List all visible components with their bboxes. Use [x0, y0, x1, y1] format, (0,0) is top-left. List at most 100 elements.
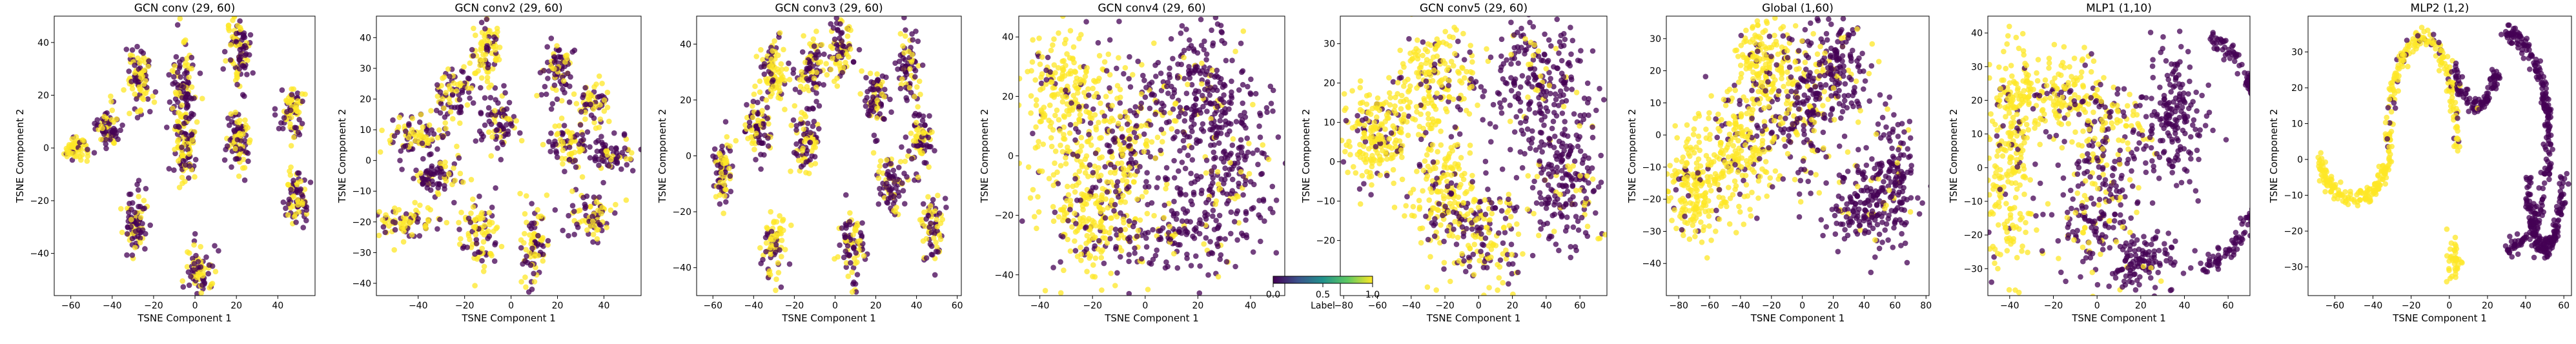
scatter-point	[426, 122, 433, 128]
scatter-point	[733, 137, 739, 144]
scatter-point	[1065, 183, 1070, 190]
scatter-point	[1273, 250, 1280, 256]
scatter-point	[612, 210, 618, 216]
scatter-point	[481, 263, 487, 270]
scatter-point	[551, 59, 558, 65]
scatter-point	[1453, 27, 1459, 33]
scatter-point	[1163, 259, 1169, 265]
scatter-point	[788, 123, 794, 128]
scatter-point	[926, 224, 932, 230]
scatter-point	[412, 199, 418, 206]
scatter-point	[807, 41, 813, 47]
scatter-point	[569, 188, 575, 194]
scatter-point	[578, 109, 584, 115]
scatter-point	[1441, 266, 1447, 272]
scatter-point	[852, 260, 858, 267]
scatter-point	[184, 70, 190, 76]
x-tick-label: 40	[598, 301, 610, 311]
scatter-point	[775, 270, 782, 276]
scatter-point	[912, 68, 919, 74]
scatter-point	[289, 92, 295, 97]
scatter-point	[94, 117, 100, 123]
scatter-point	[1089, 218, 1095, 224]
scatter-point	[437, 165, 444, 172]
scatter-point	[1171, 90, 1178, 96]
scatter-point	[1051, 36, 1057, 42]
scatter-point	[243, 51, 249, 57]
scatter-point	[1181, 118, 1188, 124]
x-tick-label: −20	[1083, 301, 1102, 311]
scatter-point	[1058, 259, 1063, 265]
scatter-point	[599, 154, 605, 159]
scatter-point	[567, 134, 574, 140]
scatter-point	[1427, 125, 1433, 132]
scatter-point	[544, 192, 550, 198]
scatter-point	[438, 83, 444, 88]
scatter-point	[1118, 232, 1124, 238]
scatter-point	[1405, 103, 1411, 110]
scatter-point	[1189, 82, 1195, 88]
scatter-point	[473, 32, 478, 38]
scatter-point	[532, 251, 538, 257]
scatter-point	[391, 133, 398, 139]
scatter-point	[933, 239, 939, 245]
scatter-point	[1431, 61, 1438, 67]
scatter-point	[209, 281, 216, 287]
scatter-point	[773, 287, 779, 294]
scatter-point	[1345, 169, 1351, 176]
scatter-point	[802, 59, 808, 65]
scatter-point	[1383, 99, 1389, 105]
scatter-point	[183, 101, 190, 107]
y-tick-label: 20	[1002, 92, 1014, 102]
scatter-point	[98, 136, 104, 143]
scatter-point	[541, 68, 547, 74]
scatter-point	[1107, 72, 1113, 78]
scatter-point	[1137, 217, 1143, 223]
scatter-point	[859, 68, 864, 74]
scatter-point	[1050, 265, 1056, 270]
scatter-point	[811, 118, 817, 125]
scatter-point	[1446, 83, 1452, 88]
scatter-point	[779, 66, 785, 72]
scatter-point	[523, 284, 529, 290]
scatter-point	[296, 117, 302, 123]
scatter-point	[1092, 150, 1099, 156]
scatter-point	[798, 164, 804, 170]
scatter-point	[1183, 228, 1189, 234]
scatter-point	[1072, 238, 1078, 244]
scatter-point	[828, 21, 833, 27]
scatter-point	[199, 96, 205, 101]
scatter-point	[1163, 119, 1170, 126]
scatter-point	[1181, 132, 1188, 137]
scatter-point	[1036, 35, 1042, 41]
scatter-point	[171, 74, 177, 80]
scatter-point	[1267, 83, 1274, 90]
scatter-point	[300, 98, 305, 105]
scatter-point	[768, 237, 774, 243]
scatter-point	[1452, 199, 1458, 206]
scatter-point	[1403, 203, 1409, 209]
scatter-point	[1098, 100, 1103, 106]
scatter-point	[1243, 217, 1249, 223]
scatter-point	[1074, 182, 1079, 188]
scatter-point	[1081, 90, 1087, 96]
scatter-point	[494, 224, 500, 230]
scatter-point	[897, 31, 904, 37]
scatter-point	[760, 257, 766, 263]
scatter-point	[293, 219, 299, 225]
scatter-point	[1181, 76, 1187, 82]
scatter-point	[118, 127, 123, 134]
scatter-point	[899, 76, 905, 82]
scatter-point	[1033, 102, 1039, 108]
scatter-point	[567, 74, 573, 80]
scatter-point	[1068, 70, 1074, 77]
scatter-point	[458, 109, 464, 116]
scatter-point	[227, 42, 234, 48]
scatter-point	[1188, 180, 1194, 187]
scatter-point	[778, 284, 784, 290]
scatter-point	[108, 99, 114, 105]
scatter-point	[1434, 53, 1440, 59]
scatter-point	[1407, 58, 1413, 64]
scatter-point	[721, 210, 726, 216]
scatter-point	[1405, 132, 1411, 138]
